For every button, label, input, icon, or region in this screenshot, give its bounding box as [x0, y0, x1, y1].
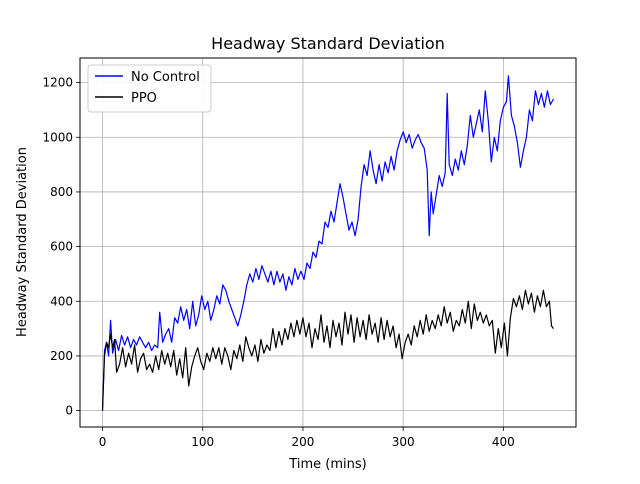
grid-layer: [80, 58, 576, 427]
legend: No Control PPO: [87, 64, 212, 113]
y-tick-label: 600: [50, 240, 73, 254]
x-axis-label: Time (mins): [288, 457, 366, 472]
chart-title: Headway Standard Deviation: [211, 34, 445, 53]
legend-label-ppo: PPO: [131, 91, 157, 106]
y-tick-label: 0: [65, 404, 73, 418]
x-tick-label: 100: [191, 435, 214, 449]
series-line-ppo: [101, 289, 554, 411]
y-axis: 0 200 400 600 800 1000 1200: [42, 76, 80, 418]
x-tick-label: 300: [392, 435, 415, 449]
y-tick-label: 400: [50, 294, 73, 308]
x-tick-label: 200: [291, 435, 314, 449]
series-line-no-control: [101, 75, 555, 411]
x-tick-label: 400: [492, 435, 515, 449]
legend-label-no-control: No Control: [131, 70, 200, 85]
plot-frame: [79, 57, 577, 428]
series-layer: [101, 75, 555, 411]
y-tick-label: 1200: [42, 76, 73, 90]
y-tick-label: 1000: [42, 130, 73, 144]
y-axis-label: Headway Standard Deviation: [15, 147, 30, 337]
x-tick-label: 0: [99, 435, 107, 449]
y-tick-label: 800: [50, 185, 73, 199]
x-axis: 0 100 200 300 400: [99, 427, 515, 449]
y-tick-label: 200: [50, 349, 73, 363]
